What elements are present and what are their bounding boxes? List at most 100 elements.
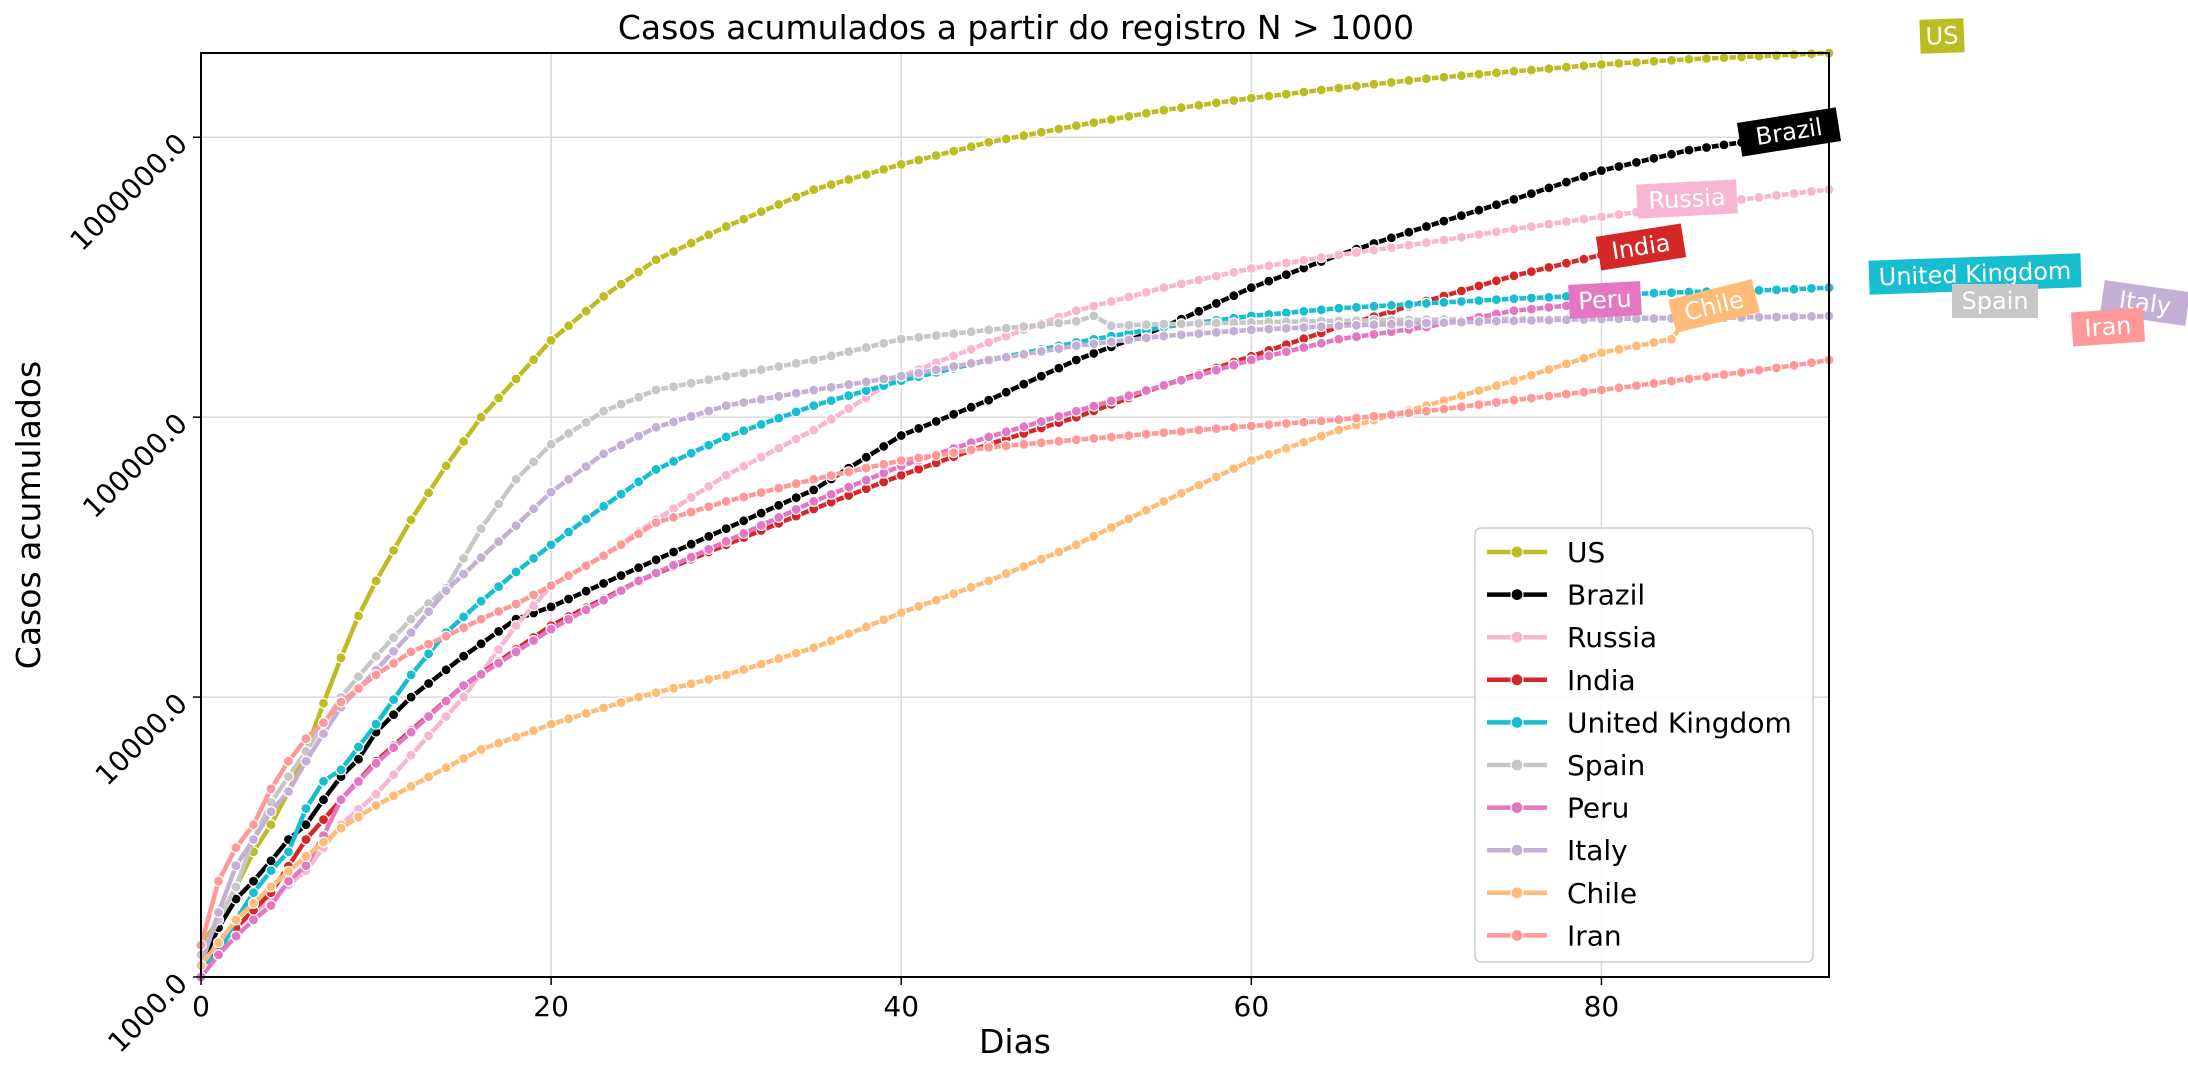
data-point	[1000, 133, 1012, 145]
data-point	[1070, 305, 1082, 317]
data-point	[1210, 270, 1222, 282]
data-point	[667, 511, 680, 523]
data-point	[1613, 160, 1625, 173]
data-point	[895, 333, 907, 345]
data-point	[423, 710, 435, 723]
data-point	[1753, 191, 1765, 203]
data-point	[1473, 295, 1485, 307]
data-point	[615, 696, 627, 709]
data-point	[667, 245, 680, 258]
data-point	[685, 551, 697, 563]
data-point	[1613, 57, 1625, 70]
data-point	[300, 733, 312, 745]
data-point	[773, 198, 785, 210]
data-point	[282, 846, 295, 858]
data-point	[1368, 319, 1380, 331]
data-point	[1315, 337, 1327, 349]
data-point	[1403, 298, 1415, 310]
legend-entry: Spain	[1487, 749, 1645, 782]
data-point	[1035, 370, 1047, 382]
data-point	[860, 621, 872, 633]
data-point	[1333, 320, 1345, 332]
data-point	[493, 625, 505, 638]
data-point	[1140, 319, 1152, 331]
data-point	[1053, 343, 1065, 355]
data-point	[1473, 204, 1485, 216]
data-point	[300, 802, 312, 815]
data-point	[458, 691, 470, 703]
data-point	[370, 650, 382, 662]
data-point	[493, 605, 505, 618]
data-point	[808, 400, 820, 412]
data-point	[458, 552, 470, 565]
data-point	[720, 495, 732, 507]
data-point	[1455, 390, 1468, 402]
data-point	[790, 387, 802, 399]
data-point	[1438, 317, 1450, 329]
data-point	[632, 575, 645, 587]
data-point	[1333, 302, 1345, 314]
data-point	[1315, 252, 1327, 264]
data-point	[1525, 64, 1538, 76]
data-point	[843, 346, 855, 358]
data-point	[930, 149, 942, 162]
data-point	[720, 669, 732, 681]
data-point	[458, 568, 470, 580]
data-point	[615, 569, 627, 582]
data-point	[615, 439, 627, 451]
data-point	[878, 373, 890, 385]
data-point	[1053, 317, 1065, 329]
data-point	[1630, 156, 1643, 168]
data-point	[1368, 300, 1380, 312]
data-point	[388, 657, 400, 670]
data-point	[1210, 297, 1222, 309]
data-point	[1595, 211, 1608, 223]
series-line	[198, 187, 1832, 968]
data-point	[1560, 216, 1573, 228]
data-point	[825, 381, 837, 393]
data-point	[1735, 193, 1748, 206]
data-point	[773, 652, 785, 665]
data-point	[1403, 239, 1415, 251]
data-point	[405, 749, 417, 761]
data-point	[1035, 319, 1047, 331]
data-point	[300, 850, 312, 862]
data-point	[230, 930, 242, 942]
data-point	[843, 628, 855, 640]
data-point	[948, 145, 960, 157]
data-point	[1228, 94, 1240, 107]
data-point	[930, 329, 942, 342]
data-point	[458, 752, 470, 765]
series-tag-us: US	[1919, 18, 1965, 54]
data-point	[843, 390, 855, 402]
data-point	[685, 491, 697, 504]
data-point	[475, 551, 487, 564]
data-point	[755, 507, 767, 519]
data-point	[1490, 380, 1503, 392]
data-point	[632, 691, 645, 703]
data-point	[808, 484, 820, 496]
data-point	[1158, 379, 1170, 391]
data-point	[1525, 369, 1538, 381]
data-point	[510, 373, 522, 385]
data-point	[1665, 287, 1678, 299]
data-point	[1000, 426, 1012, 438]
data-point	[1508, 270, 1520, 282]
data-point	[597, 550, 610, 562]
data-point	[247, 875, 260, 887]
data-point	[1158, 427, 1170, 439]
data-point	[632, 528, 645, 540]
data-point	[1508, 394, 1520, 406]
legend-label: US	[1567, 536, 1605, 569]
data-point	[1070, 405, 1082, 417]
data-point	[1298, 436, 1310, 448]
data-point	[475, 743, 487, 756]
data-point	[1770, 362, 1783, 374]
data-point	[1193, 99, 1205, 111]
data-point	[247, 819, 260, 831]
data-point	[1000, 351, 1012, 363]
data-point	[843, 481, 855, 493]
data-point	[1035, 415, 1047, 428]
data-point	[352, 741, 365, 753]
